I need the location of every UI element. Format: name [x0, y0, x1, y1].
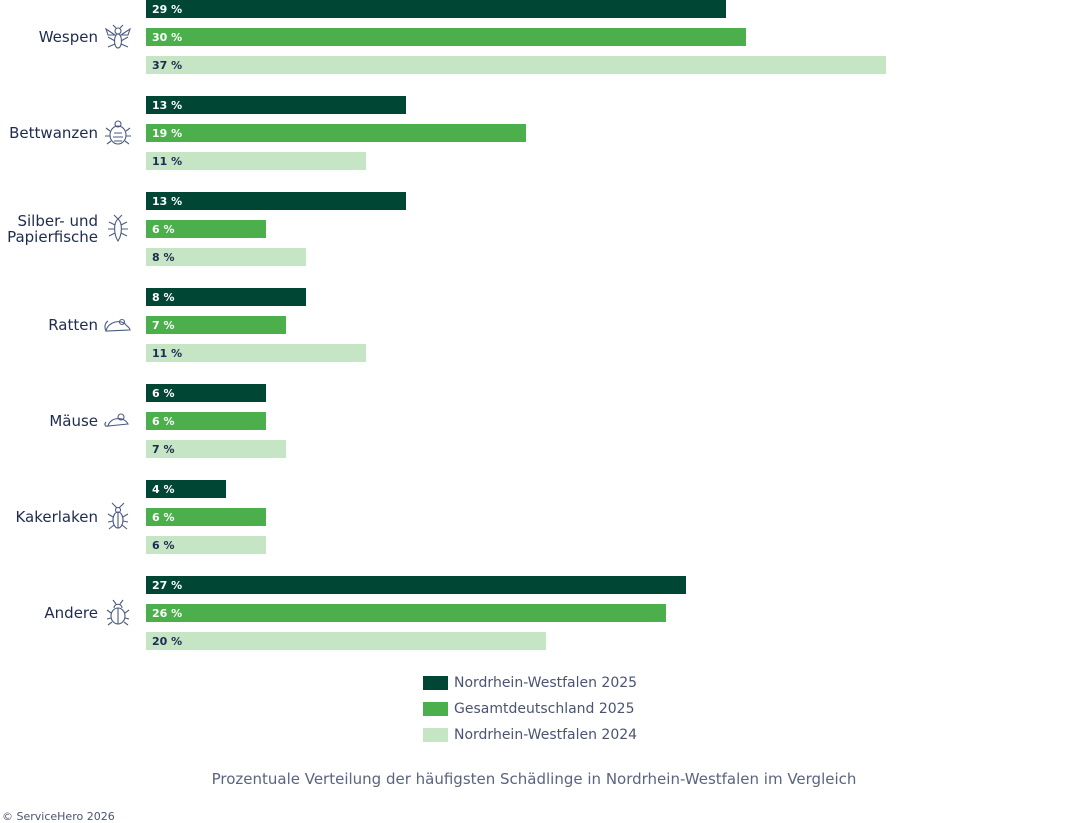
bar-value-label: 8 % [152, 251, 175, 264]
bar-value-label: 4 % [152, 483, 175, 496]
category-label: Andere [44, 604, 98, 622]
bar-value-label: 8 % [152, 291, 175, 304]
legend-swatch [423, 676, 448, 690]
cockroach-icon [107, 502, 129, 530]
bar [146, 344, 366, 362]
bar [146, 192, 406, 210]
category-label: Ratten [48, 316, 98, 334]
bar-value-label: 13 % [152, 195, 182, 208]
bar [146, 220, 266, 238]
bar [146, 604, 666, 622]
bar-value-label: 37 % [152, 59, 182, 72]
bar-value-label: 13 % [152, 99, 182, 112]
bar [146, 536, 266, 554]
legend-label: Nordrhein-Westfalen 2025 [454, 675, 638, 691]
category-label: Bettwanzen [9, 124, 98, 142]
bar-value-label: 6 % [152, 223, 175, 236]
bar [146, 248, 306, 266]
bar [146, 412, 266, 430]
bar [146, 440, 286, 458]
legend-item: Nordrhein-Westfalen 2024 [423, 722, 637, 748]
legend-item: Gesamtdeutschland 2025 [423, 696, 637, 722]
chart-caption: Prozentuale Verteilung der häufigsten Sc… [211, 770, 857, 788]
bar [146, 56, 886, 74]
bar [146, 384, 266, 402]
bar-value-label: 19 % [152, 127, 182, 140]
bar [146, 288, 306, 306]
category-label: Kakerlaken [15, 508, 98, 526]
bar-value-label: 26 % [152, 607, 182, 620]
bar-value-label: 11 % [152, 155, 182, 168]
bar-value-label: 6 % [152, 511, 175, 524]
bar-value-label: 29 % [152, 3, 182, 16]
mouse-icon [104, 413, 129, 427]
bar [146, 508, 266, 526]
bedbug-icon [105, 120, 131, 145]
legend-label: Gesamtdeutschland 2025 [454, 701, 635, 717]
legend-swatch [423, 702, 448, 716]
bar [146, 480, 226, 498]
category-label: Wespen [39, 28, 98, 46]
bar-value-label: 6 % [152, 415, 175, 428]
rat-icon [104, 318, 131, 332]
bar-value-label: 20 % [152, 635, 182, 648]
bar [146, 632, 546, 650]
bar-chart: Wespen 29 % 30 % 37 % Bettwanzen 13 % 19 % 11 %… [7, 0, 886, 650]
bar-value-label: 11 % [152, 347, 182, 360]
bar-value-label: 30 % [152, 31, 182, 44]
bar [146, 96, 406, 114]
wasp-icon [104, 24, 132, 49]
silverfish-icon [108, 214, 128, 242]
bar-value-label: 27 % [152, 579, 182, 592]
beetle-icon [106, 599, 130, 626]
legend-item: Nordrhein-Westfalen 2025 [423, 670, 637, 696]
bar-value-label: 7 % [152, 443, 175, 456]
bar-value-label: 6 % [152, 539, 175, 552]
category-label: Mäuse [49, 412, 98, 430]
bar [146, 0, 726, 18]
bar [146, 316, 286, 334]
bar [146, 152, 366, 170]
copyright-notice: © ServiceHero 2026 [2, 810, 115, 823]
bar [146, 124, 526, 142]
legend-swatch [423, 728, 448, 742]
legend-label: Nordrhein-Westfalen 2024 [454, 727, 638, 743]
bar [146, 28, 746, 46]
bar-value-label: 6 % [152, 387, 175, 400]
bar-value-label: 7 % [152, 319, 175, 332]
chart-legend: Nordrhein-Westfalen 2025 Gesamtdeutschlan… [423, 670, 637, 748]
bar [146, 576, 686, 594]
category-label: Silber- und Papierfische [7, 212, 98, 246]
